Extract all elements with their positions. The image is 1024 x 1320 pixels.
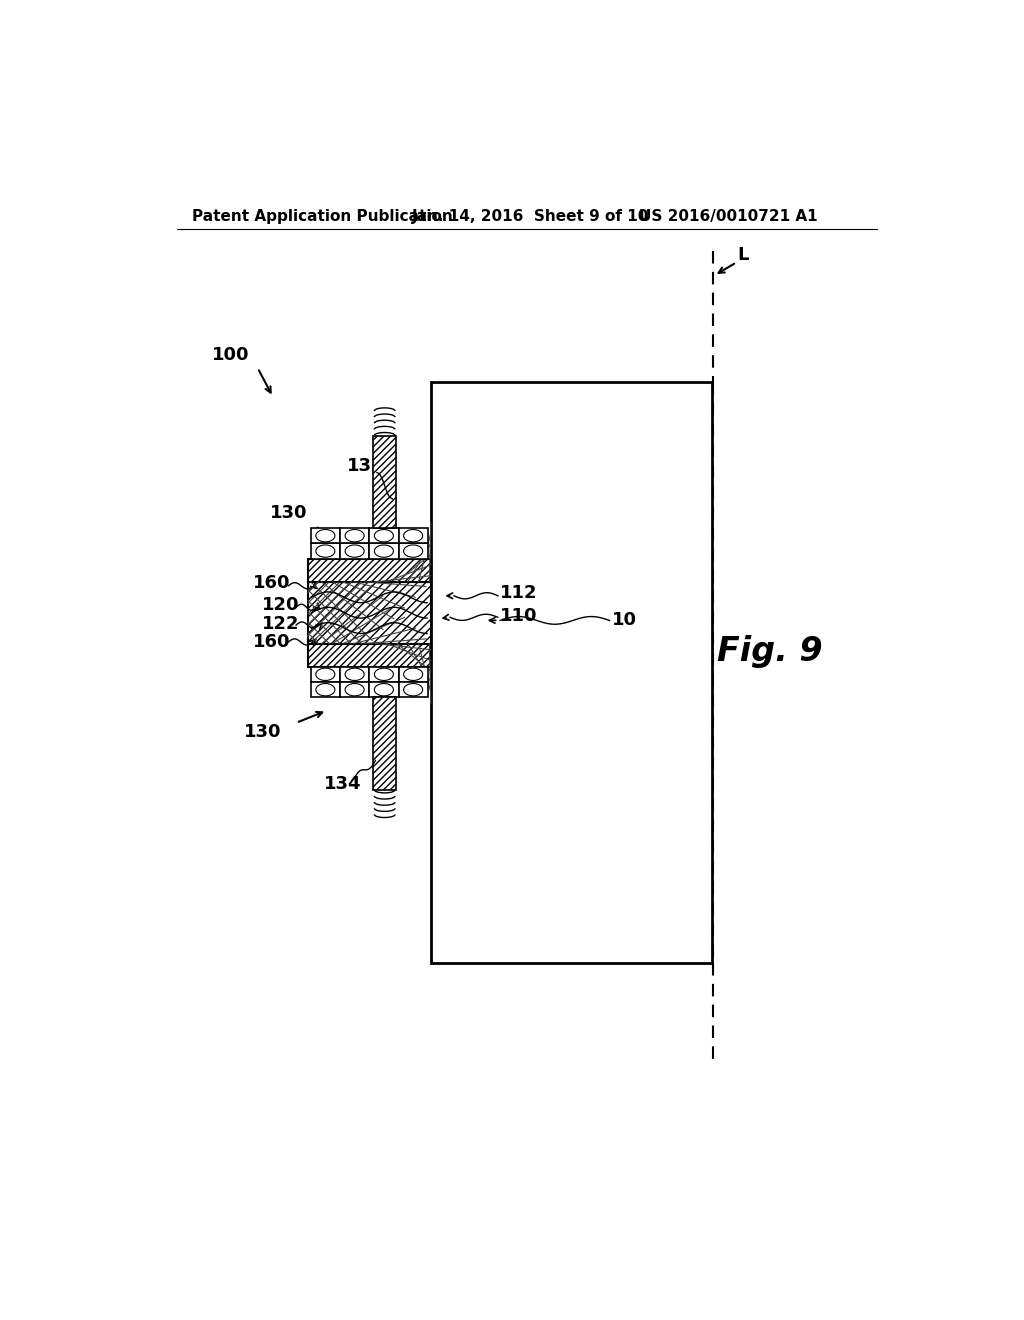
Bar: [340, 667, 370, 682]
Text: L: L: [737, 246, 749, 264]
Text: 100: 100: [212, 346, 250, 364]
Bar: [370, 667, 398, 682]
Text: 130: 130: [269, 504, 307, 521]
Bar: [340, 544, 370, 558]
Bar: [307, 558, 431, 582]
Bar: [310, 544, 340, 558]
Bar: [370, 544, 398, 558]
Text: Patent Application Publication: Patent Application Publication: [193, 209, 453, 223]
Text: 112: 112: [500, 585, 538, 602]
Bar: [307, 644, 431, 667]
Bar: [398, 682, 428, 697]
Bar: [373, 436, 396, 528]
Bar: [310, 528, 340, 544]
Bar: [373, 697, 396, 789]
Bar: [398, 544, 428, 558]
Text: Fig. 9: Fig. 9: [717, 635, 822, 668]
Text: 120: 120: [262, 597, 299, 614]
Bar: [340, 682, 370, 697]
Bar: [307, 582, 431, 644]
Text: 130: 130: [245, 723, 282, 741]
Text: 110: 110: [500, 607, 538, 624]
Bar: [370, 528, 398, 544]
Text: 122: 122: [262, 615, 299, 634]
Bar: [398, 528, 428, 544]
Bar: [310, 682, 340, 697]
Text: 160: 160: [253, 634, 290, 651]
Bar: [340, 528, 370, 544]
Text: 10: 10: [611, 611, 637, 630]
Text: 132: 132: [347, 458, 384, 475]
Text: 160: 160: [253, 574, 290, 593]
Bar: [310, 667, 340, 682]
Bar: [398, 667, 428, 682]
Text: US 2016/0010721 A1: US 2016/0010721 A1: [639, 209, 817, 223]
Text: Jan. 14, 2016  Sheet 9 of 10: Jan. 14, 2016 Sheet 9 of 10: [412, 209, 649, 223]
Text: 134: 134: [324, 775, 361, 792]
Bar: [431, 381, 712, 964]
Bar: [370, 682, 398, 697]
